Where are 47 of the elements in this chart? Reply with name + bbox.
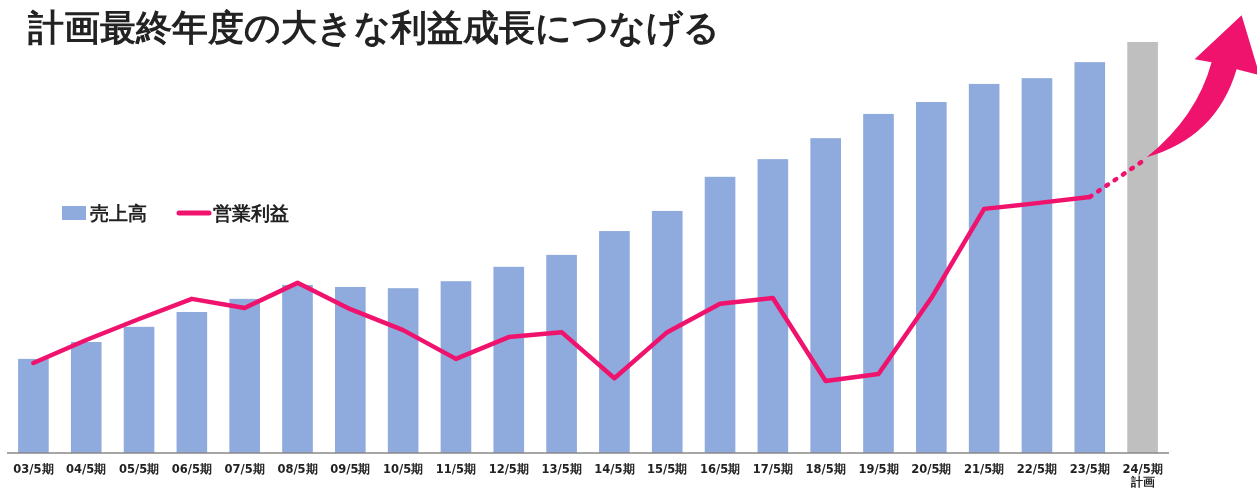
x-tick-label: 05/5期 [118,462,160,476]
x-tick-label: 07/5期 [224,462,265,476]
bar [810,138,841,453]
x-tick-label: 08/5期 [277,462,318,476]
x-tick-label: 23/5期 [1069,462,1110,476]
x-tick-label: 12/5期 [488,462,529,476]
x-tick-label: 20/5期 [911,462,952,476]
bar [1074,62,1106,453]
bar [757,159,789,453]
x-tick-label: 13/5期 [541,462,582,476]
bar [1127,42,1158,453]
bar [387,288,419,453]
x-tick-label: 21/5期 [964,462,1005,476]
bar [704,176,736,453]
bar [863,113,894,453]
x-tick-label: 09/5期 [330,462,371,476]
bar [70,342,102,453]
bar [282,284,313,453]
x-tick-label: 11/5期 [435,462,477,476]
bar [651,210,683,453]
legend-label: 営業利益 [213,202,289,224]
bar [123,326,155,453]
x-tick-label: 18/5期 [805,462,846,476]
bar [916,102,947,453]
bar [1021,78,1053,453]
x-tick-label: 15/5期 [647,462,688,476]
x-tick-label: 16/5期 [699,462,741,476]
chart-title: 計画最終年度の大きな利益成長につなげる [27,7,720,48]
legend-label: 売上高 [90,202,147,224]
x-tick-label: 06/5期 [171,462,212,476]
x-tick-label: 17/5期 [752,462,793,476]
x-tick-label: 22/5期 [1016,462,1058,476]
bar [546,254,577,453]
bar [440,281,472,453]
x-tick-label: 10/5期 [383,462,424,476]
bar [176,312,208,453]
bar [968,83,1000,453]
x-tick-label: 04/5期 [66,462,107,476]
bar [18,358,49,453]
x-tick-label: 24/5期計画 [1122,462,1163,489]
bar [599,231,630,453]
bar [335,286,366,453]
bar [229,298,260,453]
x-tick-label: 14/5期 [594,462,635,476]
x-tick-label: 03/5期 [13,462,54,476]
bar [493,266,525,453]
x-tick-label: 19/5期 [858,462,899,476]
